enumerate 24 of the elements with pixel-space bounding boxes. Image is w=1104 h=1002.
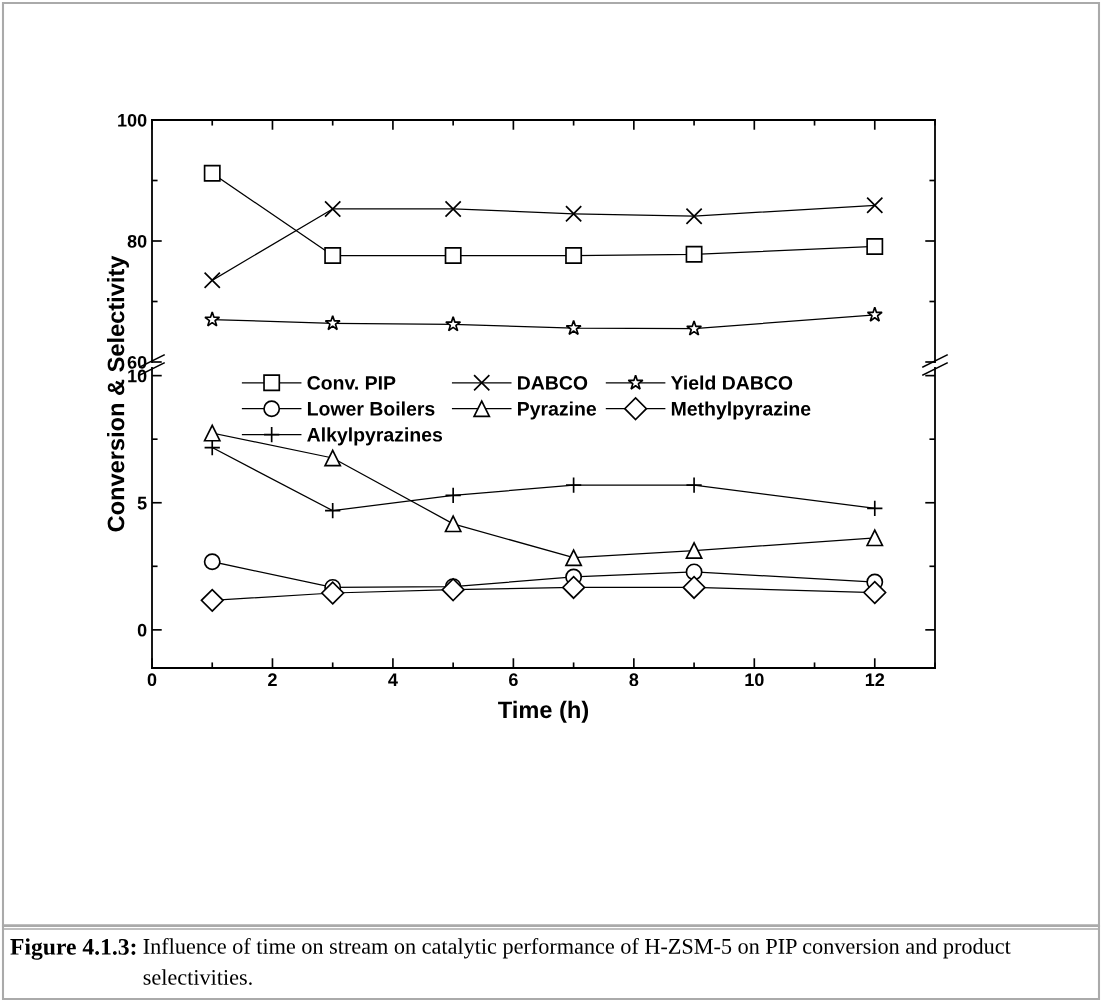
x-tick-label: 2 bbox=[268, 673, 277, 686]
y-axis-title: Conversion & Selectivity bbox=[107, 255, 129, 532]
y-tick-label: 60 bbox=[127, 355, 147, 369]
x-tick-label: 10 bbox=[745, 673, 764, 687]
x-tick-label: 6 bbox=[509, 673, 518, 687]
x-axis-title: Time (h) bbox=[498, 700, 589, 723]
text: Influence of time on stream on catalytic performance of H-ZSM-5 on PIP conversion and product selectivities. bbox=[143, 938, 1011, 985]
y-tick-label: 5 bbox=[137, 496, 147, 510]
y-tick-label: 10 bbox=[128, 369, 147, 383]
y-tick-label: 100 bbox=[118, 113, 147, 127]
legend-label: DABCO bbox=[518, 376, 588, 390]
legend-label: Alkylpyrazines bbox=[307, 427, 443, 446]
legend-label: Lower Boilers bbox=[307, 401, 435, 416]
legend-label: Pyrazine bbox=[518, 401, 597, 420]
x-tick-label: 0 bbox=[147, 673, 157, 687]
x-tick-label: 4 bbox=[388, 673, 398, 686]
x-tick-label: 12 bbox=[865, 673, 885, 686]
caption: Figure 4.1.3: bbox=[10, 938, 136, 960]
x-tick-label: 8 bbox=[629, 673, 639, 687]
legend-label: Methylpyrazine bbox=[671, 401, 811, 420]
legend-label: Yield DABCO bbox=[670, 375, 793, 390]
y-tick-label: 80 bbox=[127, 234, 147, 248]
y-tick-label: 0 bbox=[137, 623, 147, 637]
legend-label: Conv. PIP bbox=[307, 376, 396, 390]
